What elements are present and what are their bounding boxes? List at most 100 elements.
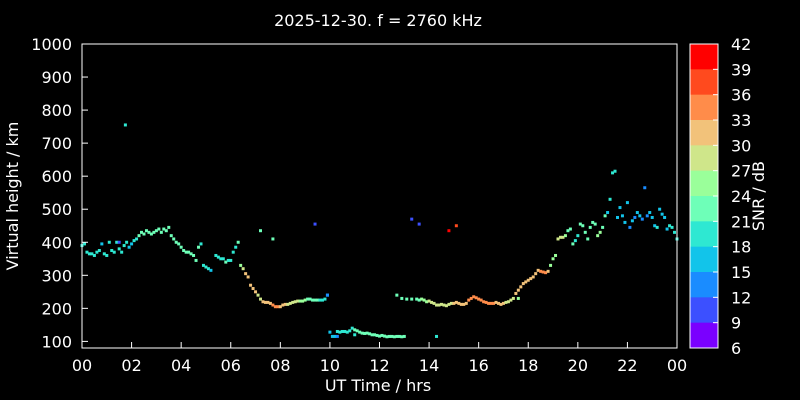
y-tick-label: 1000 bbox=[31, 35, 72, 54]
data-point bbox=[554, 253, 558, 257]
data-point bbox=[184, 250, 188, 254]
data-point bbox=[618, 206, 622, 210]
colorbar-segment bbox=[690, 196, 718, 222]
data-point bbox=[457, 301, 461, 305]
data-point bbox=[539, 269, 543, 273]
data-point bbox=[494, 300, 498, 304]
data-point bbox=[87, 252, 91, 256]
data-point bbox=[157, 227, 161, 231]
data-point bbox=[472, 295, 476, 299]
data-point bbox=[568, 227, 572, 231]
data-point bbox=[182, 249, 186, 253]
data-point bbox=[410, 217, 414, 221]
data-point bbox=[400, 296, 404, 300]
data-point bbox=[271, 303, 275, 307]
data-point bbox=[239, 263, 243, 267]
data-point bbox=[95, 250, 99, 254]
data-point bbox=[608, 197, 612, 201]
data-point bbox=[469, 296, 473, 300]
y-tick-label: 600 bbox=[41, 167, 72, 186]
data-point bbox=[400, 335, 404, 339]
data-point bbox=[330, 334, 334, 338]
data-point bbox=[229, 258, 233, 262]
data-point bbox=[246, 275, 250, 279]
data-point bbox=[281, 303, 285, 307]
x-tick-label: 08 bbox=[270, 356, 290, 375]
data-point bbox=[422, 298, 426, 302]
data-point bbox=[333, 334, 337, 338]
data-point bbox=[335, 334, 339, 338]
data-point bbox=[578, 222, 582, 226]
data-point bbox=[328, 330, 332, 334]
data-point bbox=[214, 253, 218, 257]
data-point bbox=[266, 300, 270, 304]
data-point bbox=[234, 245, 238, 249]
data-point bbox=[115, 240, 119, 244]
colorbar-segment bbox=[690, 246, 718, 273]
colorbar-segment bbox=[690, 297, 718, 324]
y-tick-label: 800 bbox=[41, 101, 72, 120]
data-point bbox=[125, 240, 129, 244]
colorbar-segment bbox=[690, 322, 718, 349]
y-tick-label: 300 bbox=[41, 266, 72, 285]
data-point bbox=[149, 232, 153, 236]
data-point bbox=[172, 237, 176, 241]
colorbar-segment bbox=[690, 145, 718, 172]
data-point bbox=[447, 302, 451, 306]
data-point bbox=[516, 296, 520, 300]
data-point bbox=[573, 239, 577, 243]
data-point bbox=[353, 333, 357, 337]
colorbar-tick-label: 18 bbox=[731, 238, 751, 257]
data-point bbox=[117, 240, 121, 244]
data-point bbox=[561, 235, 565, 239]
data-point bbox=[506, 300, 510, 304]
data-point bbox=[392, 335, 396, 339]
data-point bbox=[278, 305, 282, 309]
y-axis-label: Virtual height / km bbox=[3, 122, 22, 271]
data-point bbox=[209, 268, 213, 272]
data-point bbox=[603, 214, 607, 218]
data-point bbox=[323, 297, 327, 301]
data-point bbox=[142, 232, 146, 236]
data-point bbox=[348, 329, 352, 333]
data-point bbox=[454, 224, 458, 228]
data-point bbox=[135, 237, 139, 241]
data-point bbox=[360, 331, 364, 335]
data-point bbox=[516, 288, 520, 292]
data-point bbox=[276, 305, 280, 309]
data-point bbox=[204, 265, 208, 269]
data-point bbox=[526, 278, 530, 282]
data-point bbox=[378, 334, 381, 338]
data-point bbox=[402, 334, 406, 338]
data-point bbox=[588, 225, 592, 229]
x-tick-label: 14 bbox=[419, 356, 439, 375]
data-point bbox=[638, 214, 642, 218]
data-point bbox=[519, 285, 523, 289]
colorbar-tick-label: 33 bbox=[731, 111, 751, 130]
y-tick-label: 500 bbox=[41, 200, 72, 219]
data-point bbox=[308, 297, 312, 301]
data-point bbox=[452, 301, 456, 305]
data-point bbox=[551, 257, 555, 261]
data-point bbox=[221, 257, 225, 261]
data-point bbox=[606, 211, 610, 215]
data-point bbox=[122, 244, 126, 248]
data-point bbox=[514, 291, 518, 295]
data-point bbox=[263, 300, 267, 304]
data-point bbox=[107, 240, 111, 244]
data-point bbox=[668, 224, 672, 228]
data-point bbox=[169, 234, 173, 238]
data-point bbox=[92, 253, 96, 257]
data-point bbox=[288, 301, 292, 305]
data-point bbox=[236, 240, 240, 244]
y-tick-label: 100 bbox=[41, 332, 72, 351]
data-point bbox=[373, 333, 377, 337]
data-point bbox=[620, 214, 624, 218]
y-axis-ticks: 100 200 300 400 500 600 700 800 900 1000 bbox=[31, 35, 88, 351]
data-point bbox=[224, 260, 228, 264]
data-point bbox=[454, 300, 458, 304]
data-point bbox=[536, 268, 540, 272]
data-point bbox=[162, 227, 166, 231]
data-point bbox=[358, 330, 362, 334]
colorbar-tick-label: 12 bbox=[731, 288, 751, 307]
